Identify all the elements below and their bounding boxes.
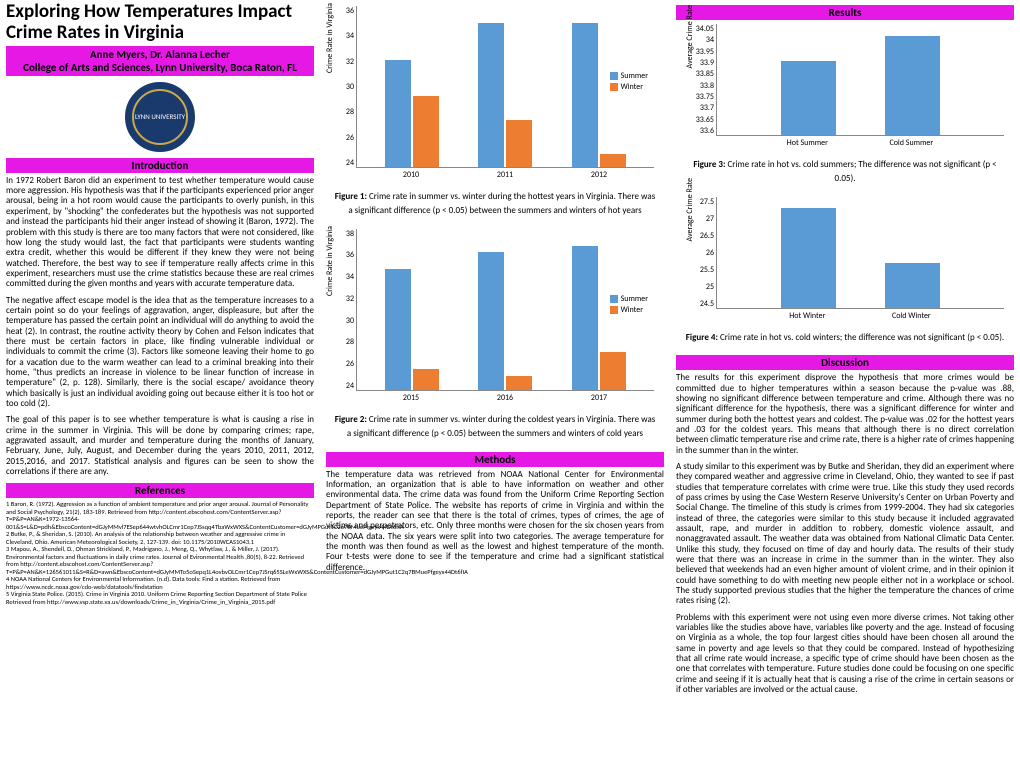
intro-para-2: The negative affect escape model is the … [6,296,314,410]
x-tick-label: 2011 [497,170,513,186]
y-ticks: 2426283032343638 [336,229,354,391]
x-tick-label: 2016 [497,393,513,409]
plot-area: SummerWinter [356,6,654,168]
figure-1-caption: Figure 1: Crime rate in summer vs. winte… [334,190,656,219]
intro-para-3: The goal of this paper is to see whether… [6,415,314,477]
x-tick-label: Cold Summer [889,138,933,154]
legend-swatch [610,72,618,80]
fig3-label: Figure 3: [693,159,725,170]
discussion-para-2: A study similar to this experiment was b… [676,462,1014,607]
fig3-text: Crime rate in hot vs. cold summers; The … [725,159,996,184]
legend-label: Winter [621,82,643,92]
bar [506,120,532,167]
methods-header: Methods [326,452,664,467]
bar-group [385,6,439,167]
bar [413,369,439,390]
x-tick-label: 2015 [403,393,419,409]
fig1-text: Crime rate in summer vs. winter during t… [348,191,655,216]
legend-item: Winter [610,305,648,315]
figure-1-chart: Crime Rate in Virginia 24262830323436 Su… [356,6,654,186]
middle-column: Crime Rate in Virginia 24262830323436 Su… [320,0,670,765]
x-tick-label: 2010 [403,170,419,186]
authors: Anne Myers, Dr. Alanna Lecher College of… [6,46,314,76]
y-ticks: 24.52525.52626.52727.5 [684,197,714,309]
bar [478,23,504,167]
bar [572,23,598,167]
discussion-header: Discussion [676,355,1014,370]
bar [885,263,940,307]
affiliation: College of Arts and Sciences, Lynn Unive… [23,61,297,74]
discussion-para-3: Problems with this experiment were not u… [676,613,1014,696]
results-header: Results [676,5,1014,20]
y-axis-label: Crime Rate in Virginia [325,226,335,296]
author-names: Anne Myers, Dr. Alanna Lecher [90,48,230,61]
bar [506,376,532,390]
plot-area [716,24,1004,136]
y-axis-label: Crime Rate in Virginia [325,3,335,73]
x-tick-label: 2012 [591,170,607,186]
legend-label: Summer [621,294,648,304]
bar-group [385,229,439,390]
figure-4-chart: Average Crime Rate 24.52525.52626.52727.… [716,197,1004,327]
bar [385,60,411,167]
bar [600,154,626,167]
discussion-para-1: The results for this experiment disprove… [676,373,1014,456]
y-ticks: 24262830323436 [336,6,354,168]
logo-text: LYNN UNIVERSITY [135,112,185,121]
bar [781,208,836,308]
university-logo: LYNN UNIVERSITY [125,82,195,152]
bar [781,61,836,135]
bar [600,352,626,390]
legend-swatch [610,306,618,314]
right-column: Results Average Crime Rate 33.633.6533.7… [670,0,1020,765]
bar [478,252,504,390]
x-labels: Hot Winter Cold Winter [716,311,1004,327]
bar-group [478,229,532,390]
legend-item: Winter [610,82,648,92]
x-labels: 2015 2016 2017 [356,393,654,409]
figure-3-caption: Figure 3: Crime rate in hot vs. cold sum… [684,158,1006,187]
x-tick-label: Cold Winter [892,311,931,327]
legend-label: Winter [621,305,643,315]
fig2-label: Figure 2: [335,414,367,425]
title-block: Exploring How Temperatures Impact Crime … [6,2,314,76]
bar [885,36,940,135]
legend: SummerWinter [610,70,648,93]
x-tick-label: Hot Winter [789,311,825,327]
fig4-text: Crime rate in hot vs. cold winters; the … [718,332,1004,343]
x-labels: 2010 2011 2012 [356,170,654,186]
fig2-text: Crime rate in summer vs. winter during t… [347,414,655,439]
figure-4-caption: Figure 4: Crime rate in hot vs. cold win… [684,331,1006,345]
references-header: References [6,483,314,498]
figure-3-chart: Average Crime Rate 33.633.6533.733.7533.… [716,24,1004,154]
fig1-label: Figure 1: [335,191,367,202]
plot-area [716,197,1004,309]
intro-para-1: In 1972 Robert Baron did an experiment t… [6,176,314,290]
left-column: Exploring How Temperatures Impact Crime … [0,0,320,765]
figure-2-chart: Crime Rate in Virginia 2426283032343638 … [356,229,654,409]
references-text: 1 Baron, R. (1972). Aggression as a func… [6,501,314,606]
fig4-label: Figure 4: [686,332,718,343]
bar [385,269,411,390]
y-ticks: 33.633.6533.733.7533.833.8533.933.953434… [684,24,714,136]
methods-text: The temperature data was retrieved from … [326,470,664,573]
bar-group [478,6,532,167]
x-tick-label: 2017 [591,393,607,409]
legend-label: Summer [621,71,648,81]
bar [413,96,439,167]
legend-swatch [610,83,618,91]
bar [572,246,598,390]
x-labels: Hot Summer Cold Summer [716,138,1004,154]
x-tick-label: Hot Summer [787,138,828,154]
plot-area: SummerWinter [356,229,654,391]
legend-item: Summer [610,71,648,81]
legend: SummerWinter [610,293,648,316]
legend-item: Summer [610,294,648,304]
poster-title: Exploring How Temperatures Impact Crime … [6,2,314,44]
figure-2-caption: Figure 2: Crime rate in summer vs. winte… [334,413,656,442]
intro-header: Introduction [6,158,314,173]
poster-root: Exploring How Temperatures Impact Crime … [0,0,1020,765]
legend-swatch [610,295,618,303]
